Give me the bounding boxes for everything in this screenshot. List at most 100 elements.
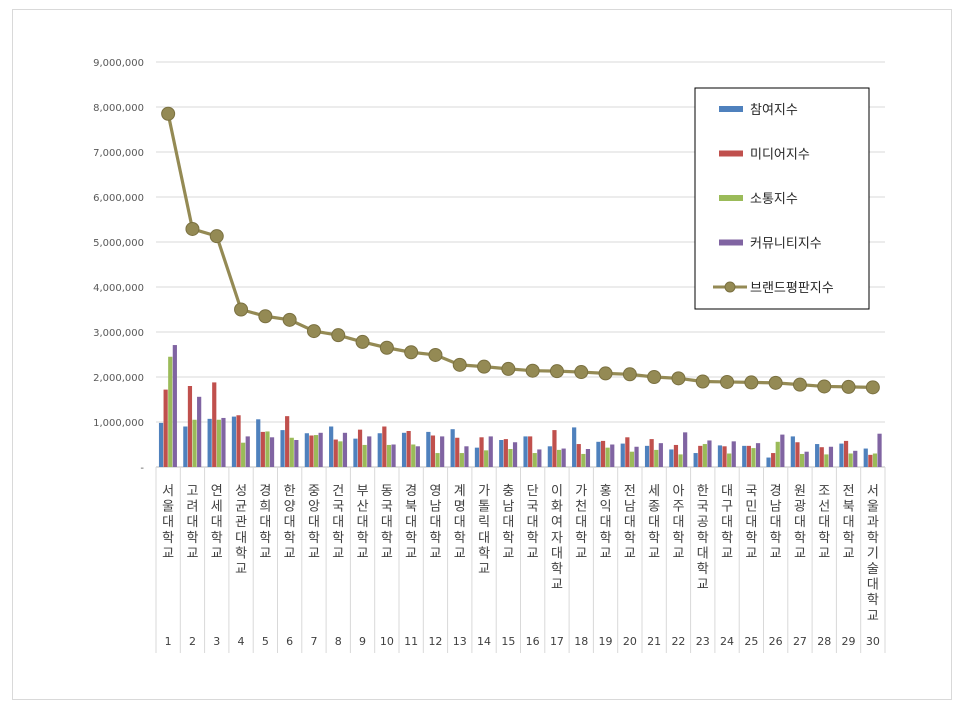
bar-참여지수 <box>377 433 382 467</box>
point-브랜드평판지수 <box>574 365 589 380</box>
bar-미디어지수 <box>309 435 314 467</box>
bar-소통지수 <box>556 449 562 467</box>
rank-label: 25 <box>744 635 758 648</box>
bar-커뮤니티지수 <box>828 446 834 467</box>
bar-미디어지수 <box>357 429 363 467</box>
bar-소통지수 <box>338 441 343 467</box>
bar-커뮤니티지수 <box>342 432 348 467</box>
bar-참여지수 <box>620 443 625 467</box>
bar-미디어지수 <box>260 431 265 467</box>
bar-참여지수 <box>669 449 674 467</box>
bar-참여지수 <box>644 445 650 467</box>
bar-커뮤니티지수 <box>464 446 469 467</box>
rank-label: 28 <box>817 635 831 648</box>
bar-참여지수 <box>401 432 407 467</box>
chart-frame: - 1,000,000 2,000,000 3,000,000 4,000,000 5,0… <box>12 9 952 700</box>
bar-참여지수 <box>207 418 212 467</box>
bar-커뮤니티지수 <box>610 444 615 467</box>
point-브랜드평판지수 <box>428 347 443 362</box>
point-브랜드평판지수 <box>525 363 540 378</box>
bar-커뮤니티지수 <box>269 437 275 467</box>
bar-미디어지수 <box>212 382 217 467</box>
bar-참여지수 <box>329 426 334 467</box>
y-tick-label: 4,000,000 <box>93 283 144 294</box>
bar-미디어지수 <box>406 431 411 467</box>
bar-참여지수 <box>256 419 261 467</box>
legend-label: 소통지수 <box>750 192 798 207</box>
bar-미디어지수 <box>819 447 824 467</box>
bar-커뮤니티지수 <box>731 441 736 467</box>
rank-label: 21 <box>647 635 661 648</box>
point-브랜드평판지수 <box>598 366 613 381</box>
bar-소통지수 <box>313 435 319 467</box>
bar-미디어지수 <box>333 439 338 467</box>
bars <box>158 345 882 467</box>
bar-참여지수 <box>231 416 237 467</box>
bar-미디어지수 <box>552 430 557 467</box>
point-브랜드평판지수 <box>695 374 710 389</box>
rank-label: 6 <box>286 635 293 648</box>
bar-미디어지수 <box>285 416 290 467</box>
point-브랜드평판지수 <box>161 106 176 121</box>
point-브랜드평판지수 <box>477 359 492 374</box>
bar-참여지수 <box>815 444 820 467</box>
bar-소통지수 <box>265 431 270 467</box>
bar-소통지수 <box>727 453 732 467</box>
bar-참여지수 <box>766 457 771 467</box>
rank-label: 3 <box>213 635 220 648</box>
bar-참여지수 <box>572 427 577 467</box>
legend-swatch-소통지수 <box>719 195 743 201</box>
bar-커뮤니티지수 <box>245 436 250 467</box>
point-브랜드평판지수 <box>234 302 249 317</box>
point-브랜드평판지수 <box>282 312 297 327</box>
point-브랜드평판지수 <box>865 380 880 395</box>
bar-참여지수 <box>158 422 164 467</box>
bar-미디어지수 <box>600 440 606 467</box>
legend-label: 참여지수 <box>750 103 798 118</box>
y-tick-label: 5,000,000 <box>93 238 144 249</box>
bar-참여지수 <box>474 447 480 467</box>
bar-소통지수 <box>216 419 221 467</box>
bar-참여지수 <box>742 445 747 467</box>
brand-reputation-chart: - 1,000,000 2,000,000 3,000,000 4,000,000 5,0… <box>93 58 886 653</box>
bar-미디어지수 <box>503 439 508 467</box>
bar-참여지수 <box>839 443 844 467</box>
gridlines <box>156 61 885 468</box>
x-labels: 서 울 대 학 교 1 고 려 대 학 교 2 연 세 대 학 교 3 성 균 관 대 학 교 4 경 희 대 학 교 5 한 양 대 학 교 6 중 앙 대… <box>162 484 880 648</box>
bar-커뮤니티지수 <box>683 432 688 467</box>
rank-label: 1 <box>165 635 172 648</box>
bar-미디어지수 <box>187 386 193 467</box>
legend-label: 커뮤니티지수 <box>750 237 822 252</box>
rank-label: 5 <box>262 635 269 648</box>
y-axis: - 1,000,000 2,000,000 3,000,000 4,000,000 5,0… <box>93 58 144 474</box>
point-브랜드평판지수 <box>355 334 370 349</box>
bar-참여지수 <box>790 436 795 467</box>
rank-label: 13 <box>453 635 467 648</box>
bar-소통지수 <box>848 453 853 467</box>
point-브랜드평판지수 <box>306 324 321 339</box>
bar-참여지수 <box>280 430 285 467</box>
rank-label: 8 <box>335 635 342 648</box>
bar-커뮤니티지수 <box>440 436 445 467</box>
bar-커뮤니티지수 <box>512 442 518 467</box>
bar-참여지수 <box>426 431 431 467</box>
rank-label: 17 <box>550 635 564 648</box>
rank-label: 7 <box>310 635 317 648</box>
bar-커뮤니티지수 <box>488 436 493 467</box>
y-tick-label: 2,000,000 <box>93 373 144 384</box>
point-브랜드평판지수 <box>404 345 419 360</box>
point-브랜드평판지수 <box>379 340 394 355</box>
category-grid <box>155 467 886 653</box>
rank-label: 16 <box>526 635 540 648</box>
bar-커뮤니티지수 <box>755 443 761 467</box>
